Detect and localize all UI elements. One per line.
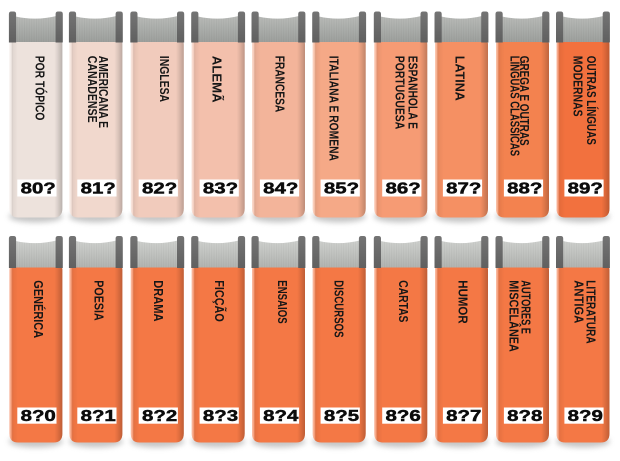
svg-text:FRANCESA: FRANCESA [272,56,287,113]
svg-text:8?4: 8?4 [263,408,298,425]
svg-text:80?: 80? [21,180,56,197]
svg-text:MODERNAS: MODERNAS [570,56,586,117]
svg-text:86?: 86? [386,180,421,197]
svg-text:8?3: 8?3 [203,408,238,425]
svg-text:POR TÓPICO: POR TÓPICO [32,56,48,121]
svg-text:HUMOR: HUMOR [455,280,470,323]
svg-text:8?7: 8?7 [446,408,481,425]
svg-text:GENÉRICA: GENÉRICA [31,280,47,338]
svg-text:POESIA: POESIA [91,280,106,321]
svg-text:8?6: 8?6 [386,408,421,425]
svg-text:CANADENSE: CANADENSE [84,56,99,123]
svg-text:8?8: 8?8 [507,408,542,425]
svg-text:8?2: 8?2 [142,408,177,425]
svg-text:ESPANHOLA E: ESPANHOLA E [405,56,421,129]
svg-text:PORTUGUESA: PORTUGUESA [392,56,408,130]
svg-text:82?: 82? [142,180,177,197]
svg-text:88?: 88? [507,180,542,197]
svg-text:8?5: 8?5 [324,408,359,425]
svg-text:ANTIGA: ANTIGA [571,280,586,323]
svg-text:LATINA: LATINA [452,56,467,101]
svg-text:87?: 87? [446,180,481,197]
svg-text:8?0: 8?0 [21,408,56,425]
svg-text:INGLESA: INGLESA [157,56,173,103]
svg-text:85?: 85? [324,180,359,197]
svg-text:ENSAIOS: ENSAIOS [274,280,288,324]
svg-text:GREGA E OUTRAS: GREGA E OUTRAS [517,56,532,146]
svg-text:MISCELÂNEA: MISCELÂNEA [506,280,522,352]
svg-text:LÍNGUAS CLÁSSICAS: LÍNGUAS CLÁSSICAS [507,56,522,157]
svg-text:83?: 83? [203,180,238,197]
svg-text:84?: 84? [263,180,298,197]
svg-text:FICÇÃO: FICÇÃO [212,280,228,321]
svg-text:8?9: 8?9 [568,408,603,425]
svg-text:LITERATURA: LITERATURA [583,280,598,344]
svg-text:ITALIANA E ROMENA: ITALIANA E ROMENA [326,56,342,162]
svg-text:ALEMÃ: ALEMÃ [210,56,225,103]
svg-text:AUTORES E: AUTORES E [518,280,532,334]
svg-text:89?: 89? [568,180,603,197]
svg-text:8?1: 8?1 [81,408,116,425]
svg-text:81?: 81? [81,180,116,197]
svg-text:DRAMA: DRAMA [151,280,166,321]
svg-text:CARTAS: CARTAS [396,280,412,322]
svg-text:AMERICANA E: AMERICANA E [96,56,112,128]
svg-text:DISCURSOS: DISCURSOS [331,280,345,337]
svg-text:OUTRAS LÍNGUAS: OUTRAS LÍNGUAS [584,56,599,145]
